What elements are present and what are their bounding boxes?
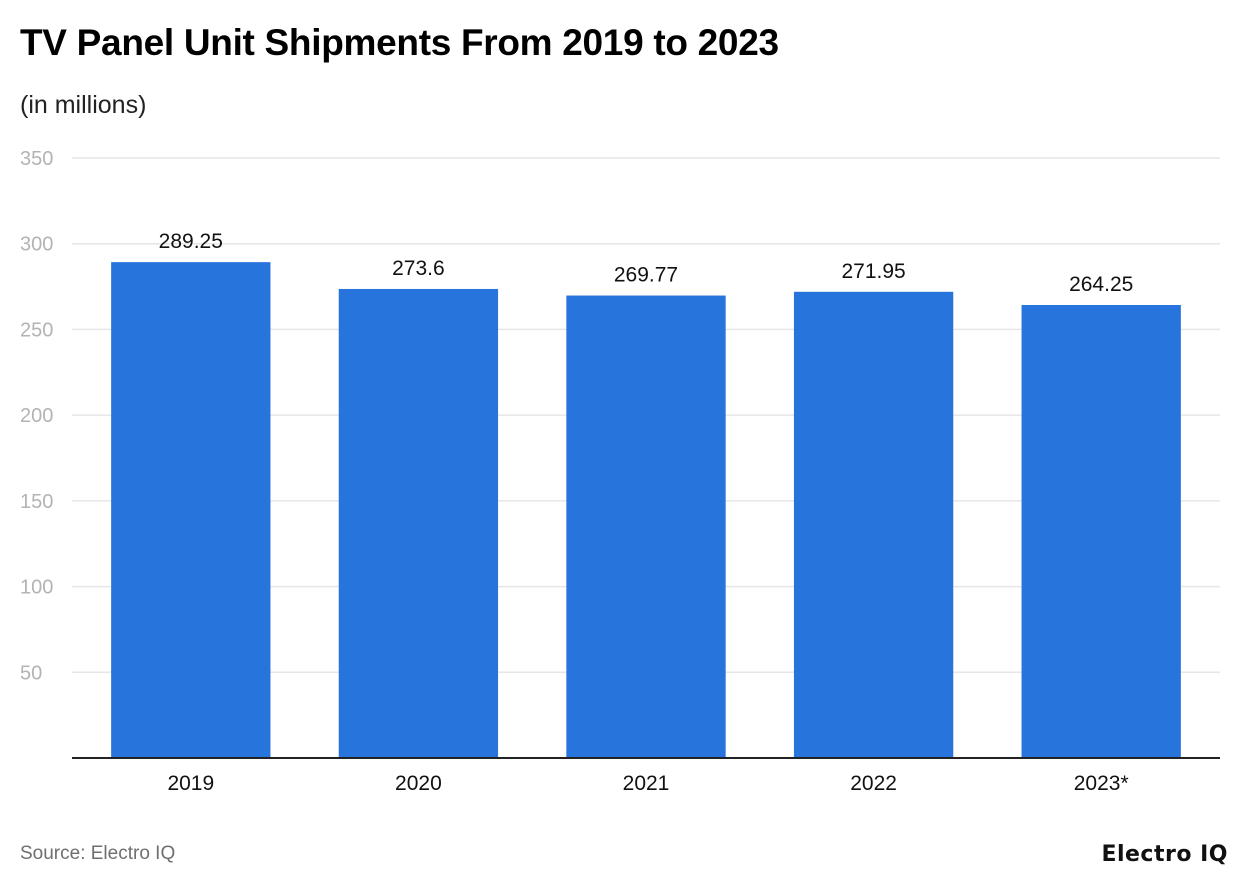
y-tick-label: 300 xyxy=(20,234,53,256)
data-label: 271.95 xyxy=(841,260,905,283)
x-tick-label: 2022 xyxy=(850,772,897,795)
chart-subtitle: (in millions) xyxy=(20,91,147,119)
y-tick-label: 50 xyxy=(20,662,42,684)
bar xyxy=(338,288,499,758)
brand-logo: Electro IQ xyxy=(1101,842,1228,867)
y-tick-label: 350 xyxy=(20,148,53,170)
data-label: 273.6 xyxy=(392,257,445,280)
y-tick-label: 250 xyxy=(20,319,53,341)
data-label: 264.25 xyxy=(1069,273,1133,296)
x-axis: 2019 2020 2021 2022 2023* xyxy=(72,757,1220,795)
bar xyxy=(1021,305,1181,758)
y-axis-ticks: 50 100 150 200 250 300 350 xyxy=(20,148,53,684)
chart-title: TV Panel Unit Shipments From 2019 to 202… xyxy=(20,22,779,63)
x-tick-label: 2020 xyxy=(395,772,442,795)
x-tick-label: 2021 xyxy=(623,772,670,795)
bar xyxy=(566,295,726,758)
data-label: 289.25 xyxy=(159,230,223,253)
bar xyxy=(111,262,271,758)
y-tick-label: 100 xyxy=(20,577,53,599)
bars xyxy=(111,262,1181,758)
source-note: Source: Electro IQ xyxy=(20,843,176,864)
bar xyxy=(793,291,954,758)
y-tick-label: 200 xyxy=(20,405,53,427)
data-label: 269.77 xyxy=(614,264,678,287)
x-tick-label: 2019 xyxy=(167,772,214,795)
x-tick-label: 2023* xyxy=(1074,772,1129,795)
data-labels: 289.25 273.6 269.77 271.95 264.25 xyxy=(159,230,1134,296)
y-tick-label: 150 xyxy=(20,491,53,513)
